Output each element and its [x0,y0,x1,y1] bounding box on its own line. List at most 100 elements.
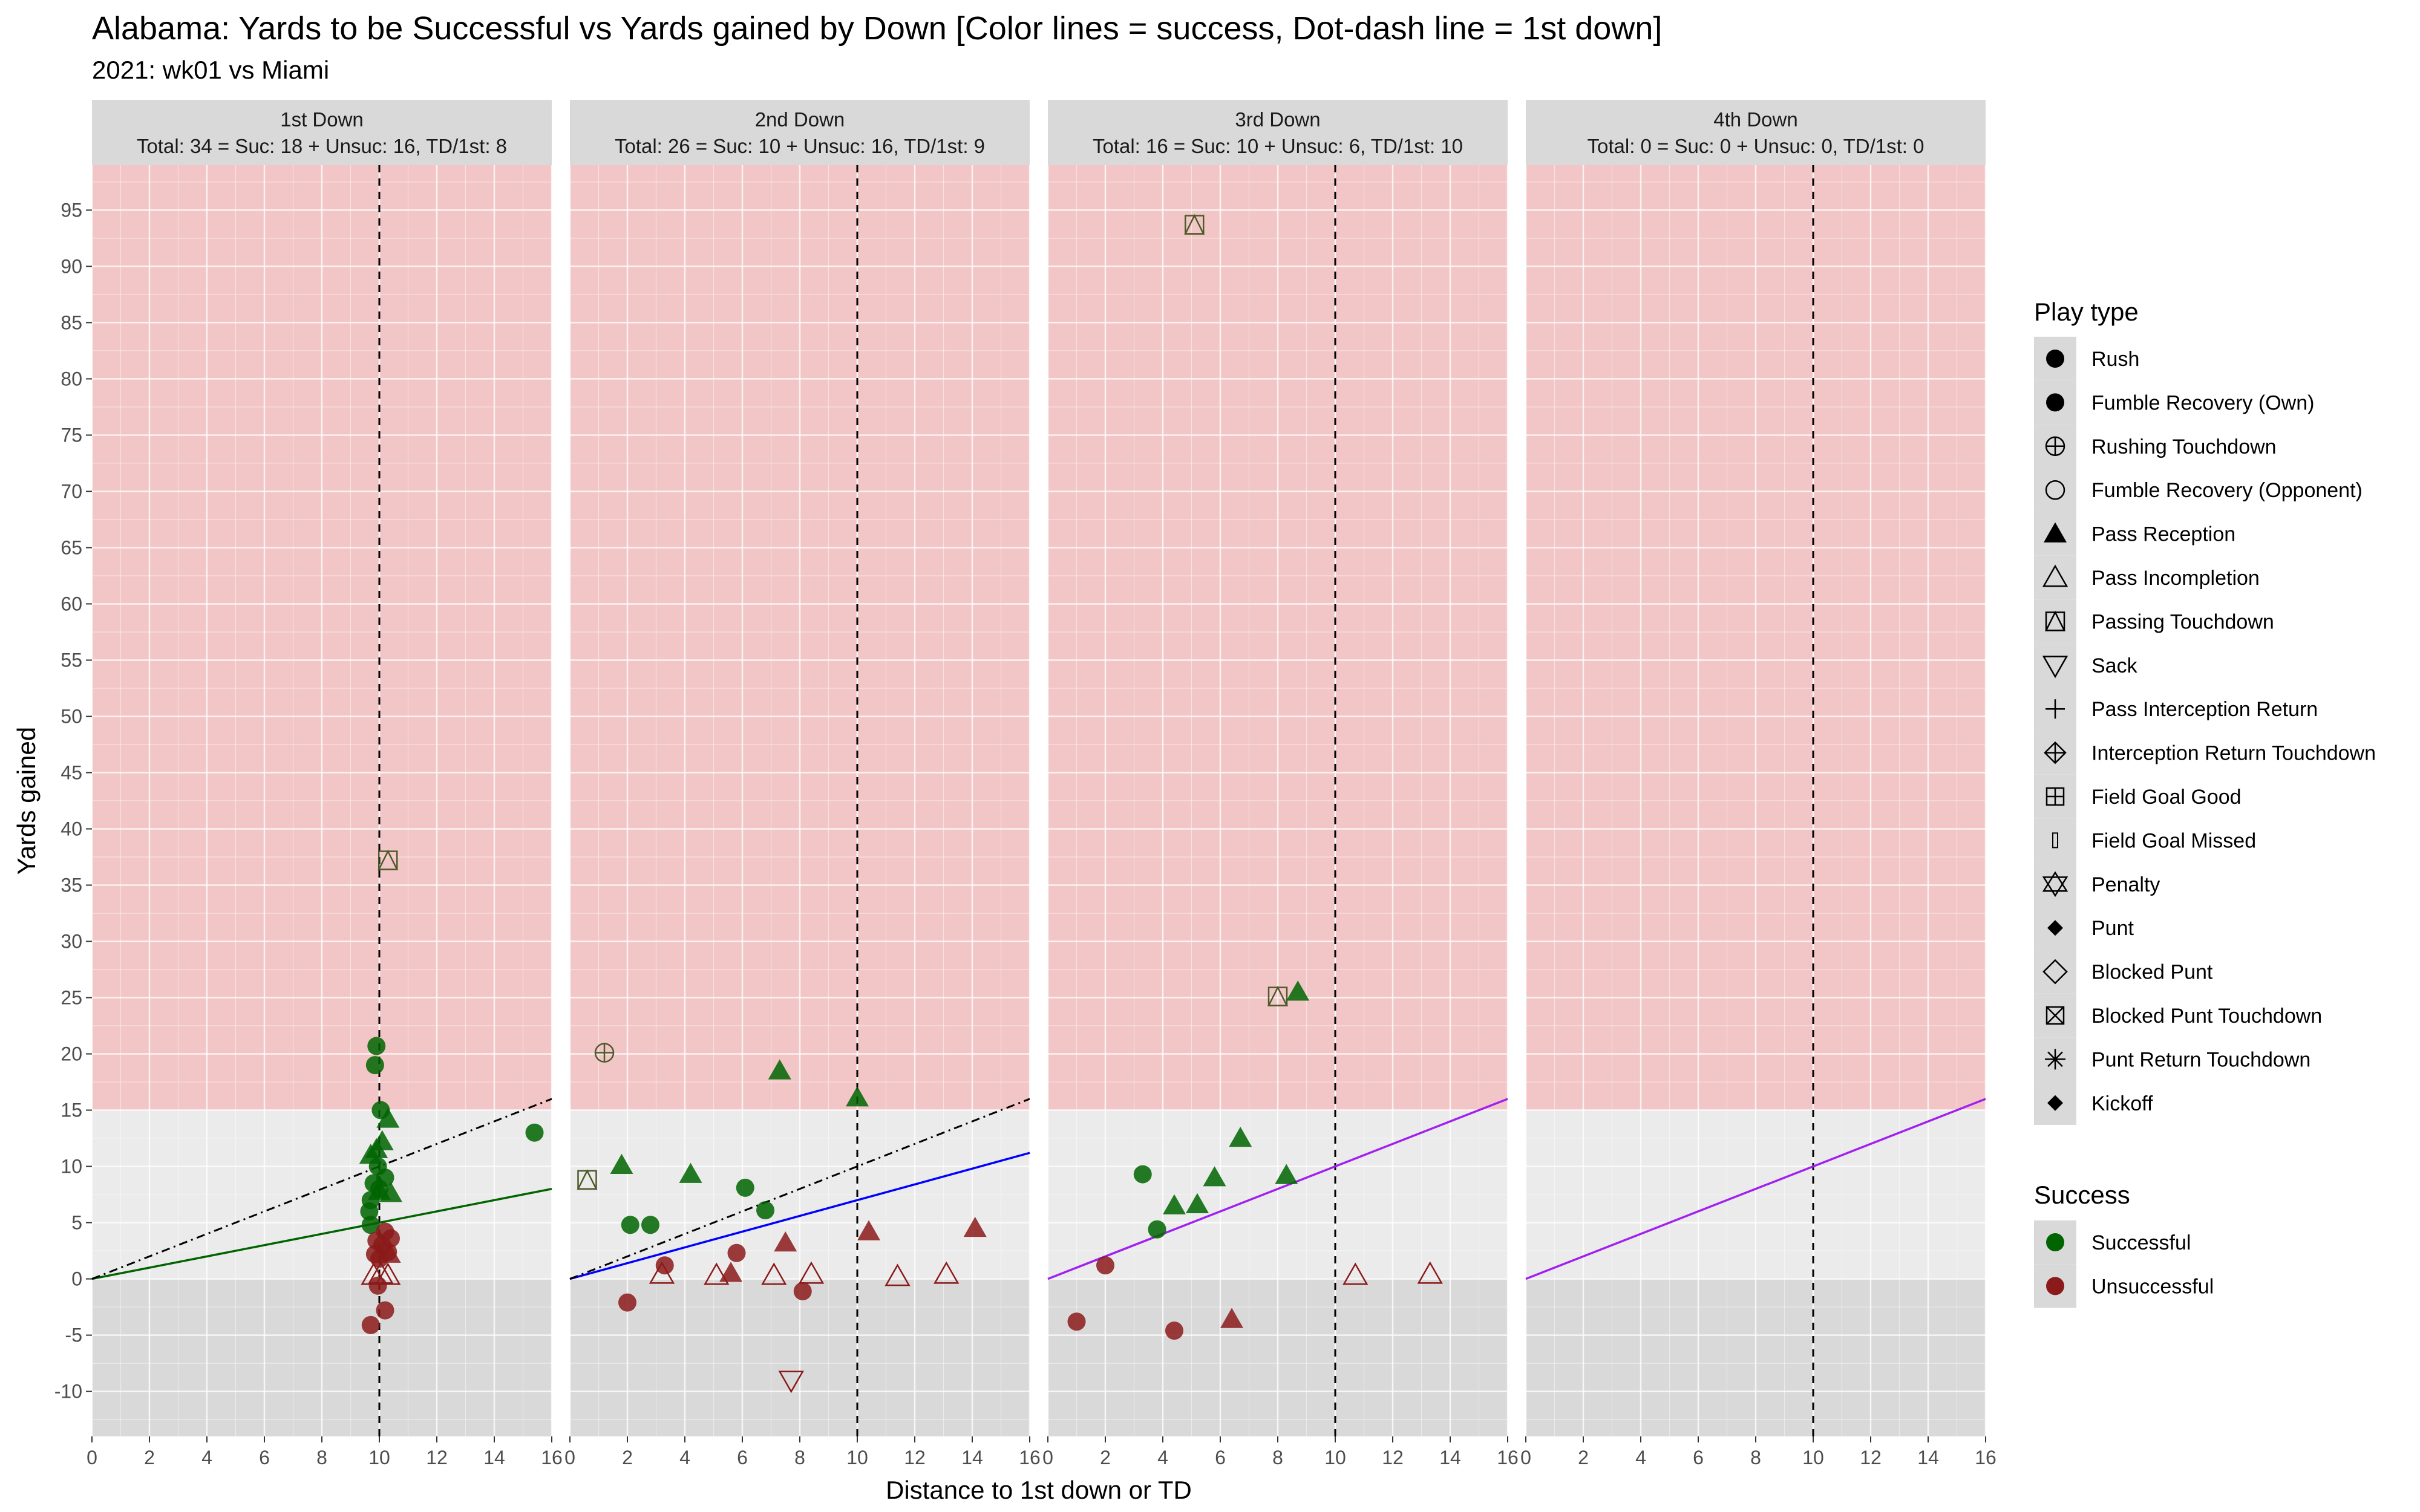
data-point [846,1086,869,1107]
y-tick-label: 95 [60,199,82,221]
data-point [368,1276,387,1295]
panel-summary-label: Total: 34 = Suc: 18 + Unsuc: 16, TD/1st:… [137,135,507,157]
x-tick-label: 0 [1042,1447,1053,1468]
data-point [1163,1194,1186,1214]
legend-key-shape [2046,1006,2065,1025]
y-tick-label: 15 [60,1100,82,1121]
y-tick-label: 90 [60,255,82,277]
legend-key-shape [2045,1049,2065,1070]
data-point [793,1282,812,1301]
legend-key-shape [2047,920,2063,936]
y-tick-label: 50 [60,705,82,727]
data-point [378,1242,401,1263]
y-tick-label: 25 [60,987,82,1009]
data-point [679,1162,702,1183]
x-tick-label: 12 [1382,1447,1404,1468]
data-point [1286,980,1310,1001]
data-point [736,1178,754,1197]
data-point [798,1261,825,1284]
data-point [1133,1165,1152,1184]
data-point [1165,1321,1183,1340]
legend-label: Punt Return Touchdown [2091,1048,2310,1071]
legend-key-shape [2046,1277,2064,1295]
data-point [618,1293,636,1312]
success-line [569,1152,1030,1280]
legend-key-shape [2046,350,2064,368]
y-tick-label: 60 [60,593,82,614]
panel-2nd-down: 2nd Down Total: 26 = Suc: 10 + Unsuc: 16,… [564,100,1041,1468]
data-point [1096,1256,1114,1275]
data-point [1148,1220,1166,1239]
legend-item: Interception Return Touchdown [2034,731,2376,775]
legend-title: Success [2034,1181,2130,1209]
x-tick-label: 6 [737,1447,748,1468]
legend-key-bg [2034,555,2076,600]
y-tick-label: 5 [71,1212,82,1234]
legend-label: Fumble Recovery (Opponent) [2091,479,2363,502]
legend-key-shape [2042,959,2068,985]
x-tick-label: 14 [1439,1447,1461,1468]
panel-strip [1048,100,1508,165]
data-point [360,1202,379,1220]
panel-down-label: 3rd Down [1235,108,1320,131]
data-point [1067,1312,1086,1331]
data-point [768,1059,791,1080]
legend-key-shape [2044,610,2066,631]
y-tick-label: 35 [60,875,82,896]
data-point [1229,1127,1252,1147]
legend-item: Rush [2034,336,2139,381]
x-tick-label: 2 [1100,1447,1111,1468]
legend-key-shape [2046,393,2064,412]
legend-label: Fumble Recovery (Own) [2091,391,2314,414]
y-tick-label: 30 [60,931,82,953]
data-point [756,1201,774,1220]
data-point [594,1043,615,1063]
y-tick-label: 0 [71,1268,82,1290]
panel-strip [92,100,552,165]
data-point [378,849,399,870]
legend-label: Sack [2091,654,2138,677]
chart-title: Alabama: Yards to be Successful vs Yards… [92,10,1663,47]
data-point [885,1263,911,1286]
legend-label: Field Goal Good [2091,786,2242,809]
y-tick-label: 10 [60,1156,82,1178]
legend-key-bg [2034,818,2076,862]
data-point [727,1243,746,1262]
data-point [778,1370,804,1393]
first-down-diagonal [91,1098,552,1280]
panel-summary-label: Total: 26 = Suc: 10 + Unsuc: 16, TD/1st:… [615,135,985,157]
legend-label: Passing Touchdown [2091,610,2274,633]
data-point [1220,1308,1243,1328]
data-point [577,1169,598,1190]
x-tick-label: 16 [541,1447,563,1468]
x-axis-title: Distance to 1st down or TD [886,1476,1192,1504]
legend-success: Success Successful Unsuccessful [2034,1181,2214,1308]
legend-play-type: Play type Rush Fumble Recovery (Own) Rushin… [2034,298,2376,1125]
x-tick-label: 10 [1324,1447,1346,1468]
x-tick-label: 8 [794,1447,805,1468]
x-tick-label: 6 [1215,1447,1226,1468]
first-down-diagonal [569,1098,1030,1280]
legend-item: Sack [2034,643,2138,687]
x-tick-label: 4 [1635,1447,1646,1468]
x-tick-label: 4 [679,1447,690,1468]
data-point [857,1220,880,1240]
y-tick-label: 55 [60,649,82,671]
legend-key-shape [2042,871,2068,898]
legend-key-shape [2047,1095,2063,1111]
y-tick-label: 85 [60,311,82,333]
legend-item: Successful [2034,1220,2191,1265]
x-tick-label: 8 [1750,1447,1761,1468]
x-tick-label: 0 [564,1447,575,1468]
legend-label: Successful [2091,1231,2191,1254]
legend-label: Blocked Punt Touchdown [2091,1005,2322,1028]
data-point [761,1262,787,1285]
y-tick-label: -5 [65,1325,82,1346]
panel-down-label: 1st Down [280,108,364,131]
legend-label: Field Goal Missed [2091,829,2256,852]
legend-item: Blocked Punt Touchdown [2034,993,2322,1038]
legend-item: Pass Incompletion [2034,555,2260,600]
x-tick-label: 4 [201,1447,212,1468]
data-point [641,1216,659,1234]
legend-item: Fumble Recovery (Own) [2034,380,2314,425]
